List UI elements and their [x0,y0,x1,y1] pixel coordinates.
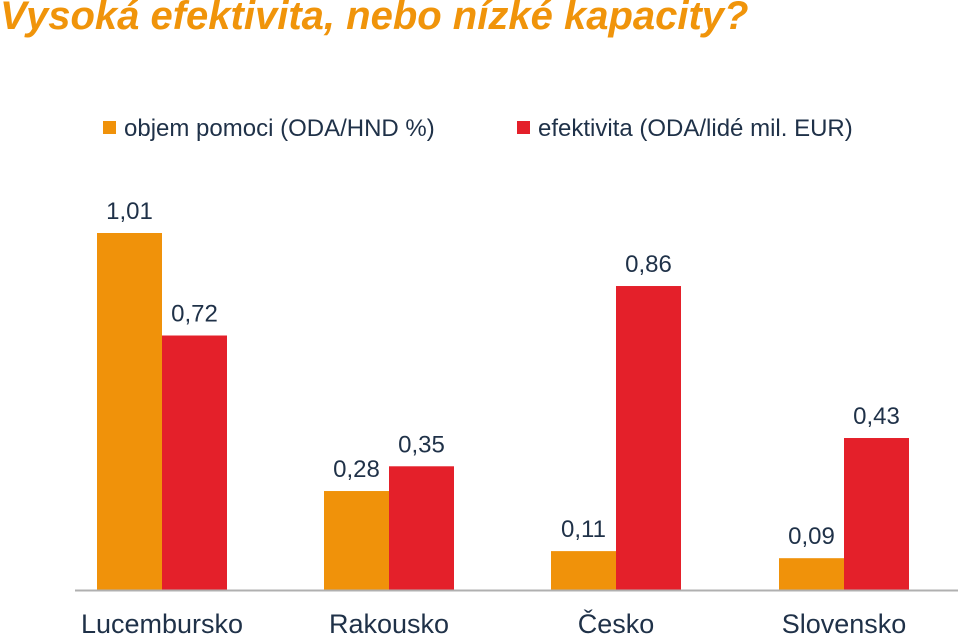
legend-swatch-2 [517,121,530,134]
bar-efektivita-3 [616,286,681,590]
data-label-objem-4: 0,09 [788,523,835,550]
category-label-1: Lucembursko [81,609,243,639]
category-label-3: Česko [578,608,655,639]
data-label-objem-2: 0,28 [333,456,380,483]
data-label-objem-3: 0,11 [561,516,606,543]
category-label-4: Slovensko [782,609,907,639]
data-label-efektivita-3: 0,86 [625,251,672,278]
bar-objem-3 [551,551,616,590]
bar-efektivita-4 [844,438,909,590]
category-label-2: Rakousko [329,609,449,639]
bar-objem-1 [97,233,162,590]
data-label-objem-1: 1,01 [106,198,153,225]
bar-efektivita-1 [162,335,227,590]
bar-efektivita-2 [389,466,454,590]
data-label-efektivita-4: 0,43 [853,403,900,430]
legend-label-2: efektivita (ODA/lidé mil. EUR) [538,115,853,142]
data-label-efektivita-1: 0,72 [171,301,218,328]
chart-title: Vysoká efektivita, nebo nízké kapacity? [0,0,749,38]
data-label-efektivita-2: 0,35 [398,431,445,458]
legend-label-1: objem pomoci (ODA/HND %) [124,115,435,142]
bar-objem-4 [779,558,844,590]
bar-objem-2 [324,491,389,590]
legend-swatch-1 [103,121,116,134]
